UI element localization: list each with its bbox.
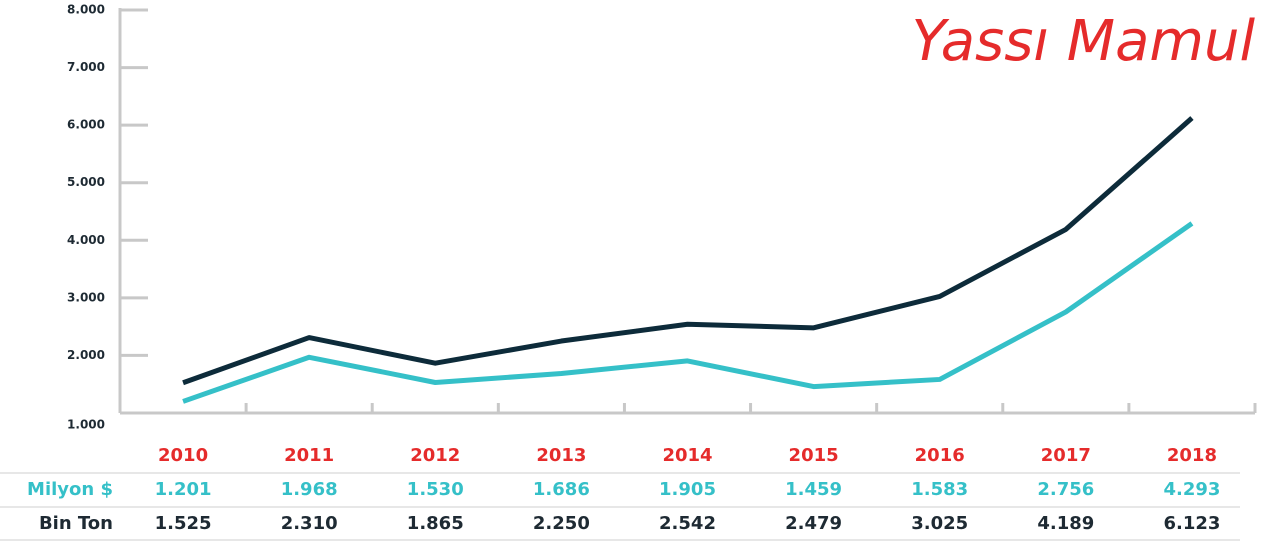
value-label: 4.293 — [1163, 479, 1220, 500]
y-tick-label: 7.000 — [67, 60, 105, 74]
x-tick-label: 2010 — [158, 445, 208, 466]
y-tick-label: 4.000 — [67, 233, 105, 247]
row-label: Milyon $ — [27, 479, 113, 500]
value-label: 2.250 — [533, 513, 590, 534]
y-tick-label: 8.000 — [67, 3, 105, 17]
row-label: Bin Ton — [39, 513, 113, 534]
x-tick-label: 2016 — [915, 445, 965, 466]
value-label: 1.968 — [281, 479, 338, 500]
value-label: 1.201 — [155, 479, 212, 500]
value-label: 2.542 — [659, 513, 716, 534]
x-tick-label: 2012 — [410, 445, 460, 466]
value-label: 1.459 — [785, 479, 842, 500]
y-tick-label: 6.000 — [67, 118, 105, 132]
line — [182, 116, 1194, 386]
value-label: 1.530 — [407, 479, 464, 500]
value-label: 6.123 — [1163, 513, 1220, 534]
value-label: 2.310 — [281, 513, 338, 534]
value-label: 3.025 — [911, 513, 968, 534]
y-tick-label: 3.000 — [67, 290, 105, 304]
x-tick-label: 2014 — [662, 445, 712, 466]
x-tick-label: 2018 — [1167, 445, 1217, 466]
x-tick-label: 2017 — [1041, 445, 1091, 466]
y-tick-label: 1.000 — [67, 418, 105, 432]
value-label: 1.583 — [911, 479, 968, 500]
x-tick-label: 2015 — [789, 445, 839, 466]
value-label: 1.525 — [155, 513, 212, 534]
line — [182, 221, 1194, 404]
y-tick-label: 5.000 — [67, 175, 105, 189]
x-tick-label: 2011 — [284, 445, 334, 466]
x-tick-label: 2013 — [536, 445, 586, 466]
value-label: 2.756 — [1037, 479, 1094, 500]
value-label: 2.479 — [785, 513, 842, 534]
value-label: 1.865 — [407, 513, 464, 534]
chart-title: Yassı Mamul — [912, 9, 1256, 74]
y-tick-label: 2.000 — [67, 348, 105, 362]
value-label: 1.905 — [659, 479, 716, 500]
value-label: 1.686 — [533, 479, 590, 500]
value-label: 4.189 — [1037, 513, 1094, 534]
